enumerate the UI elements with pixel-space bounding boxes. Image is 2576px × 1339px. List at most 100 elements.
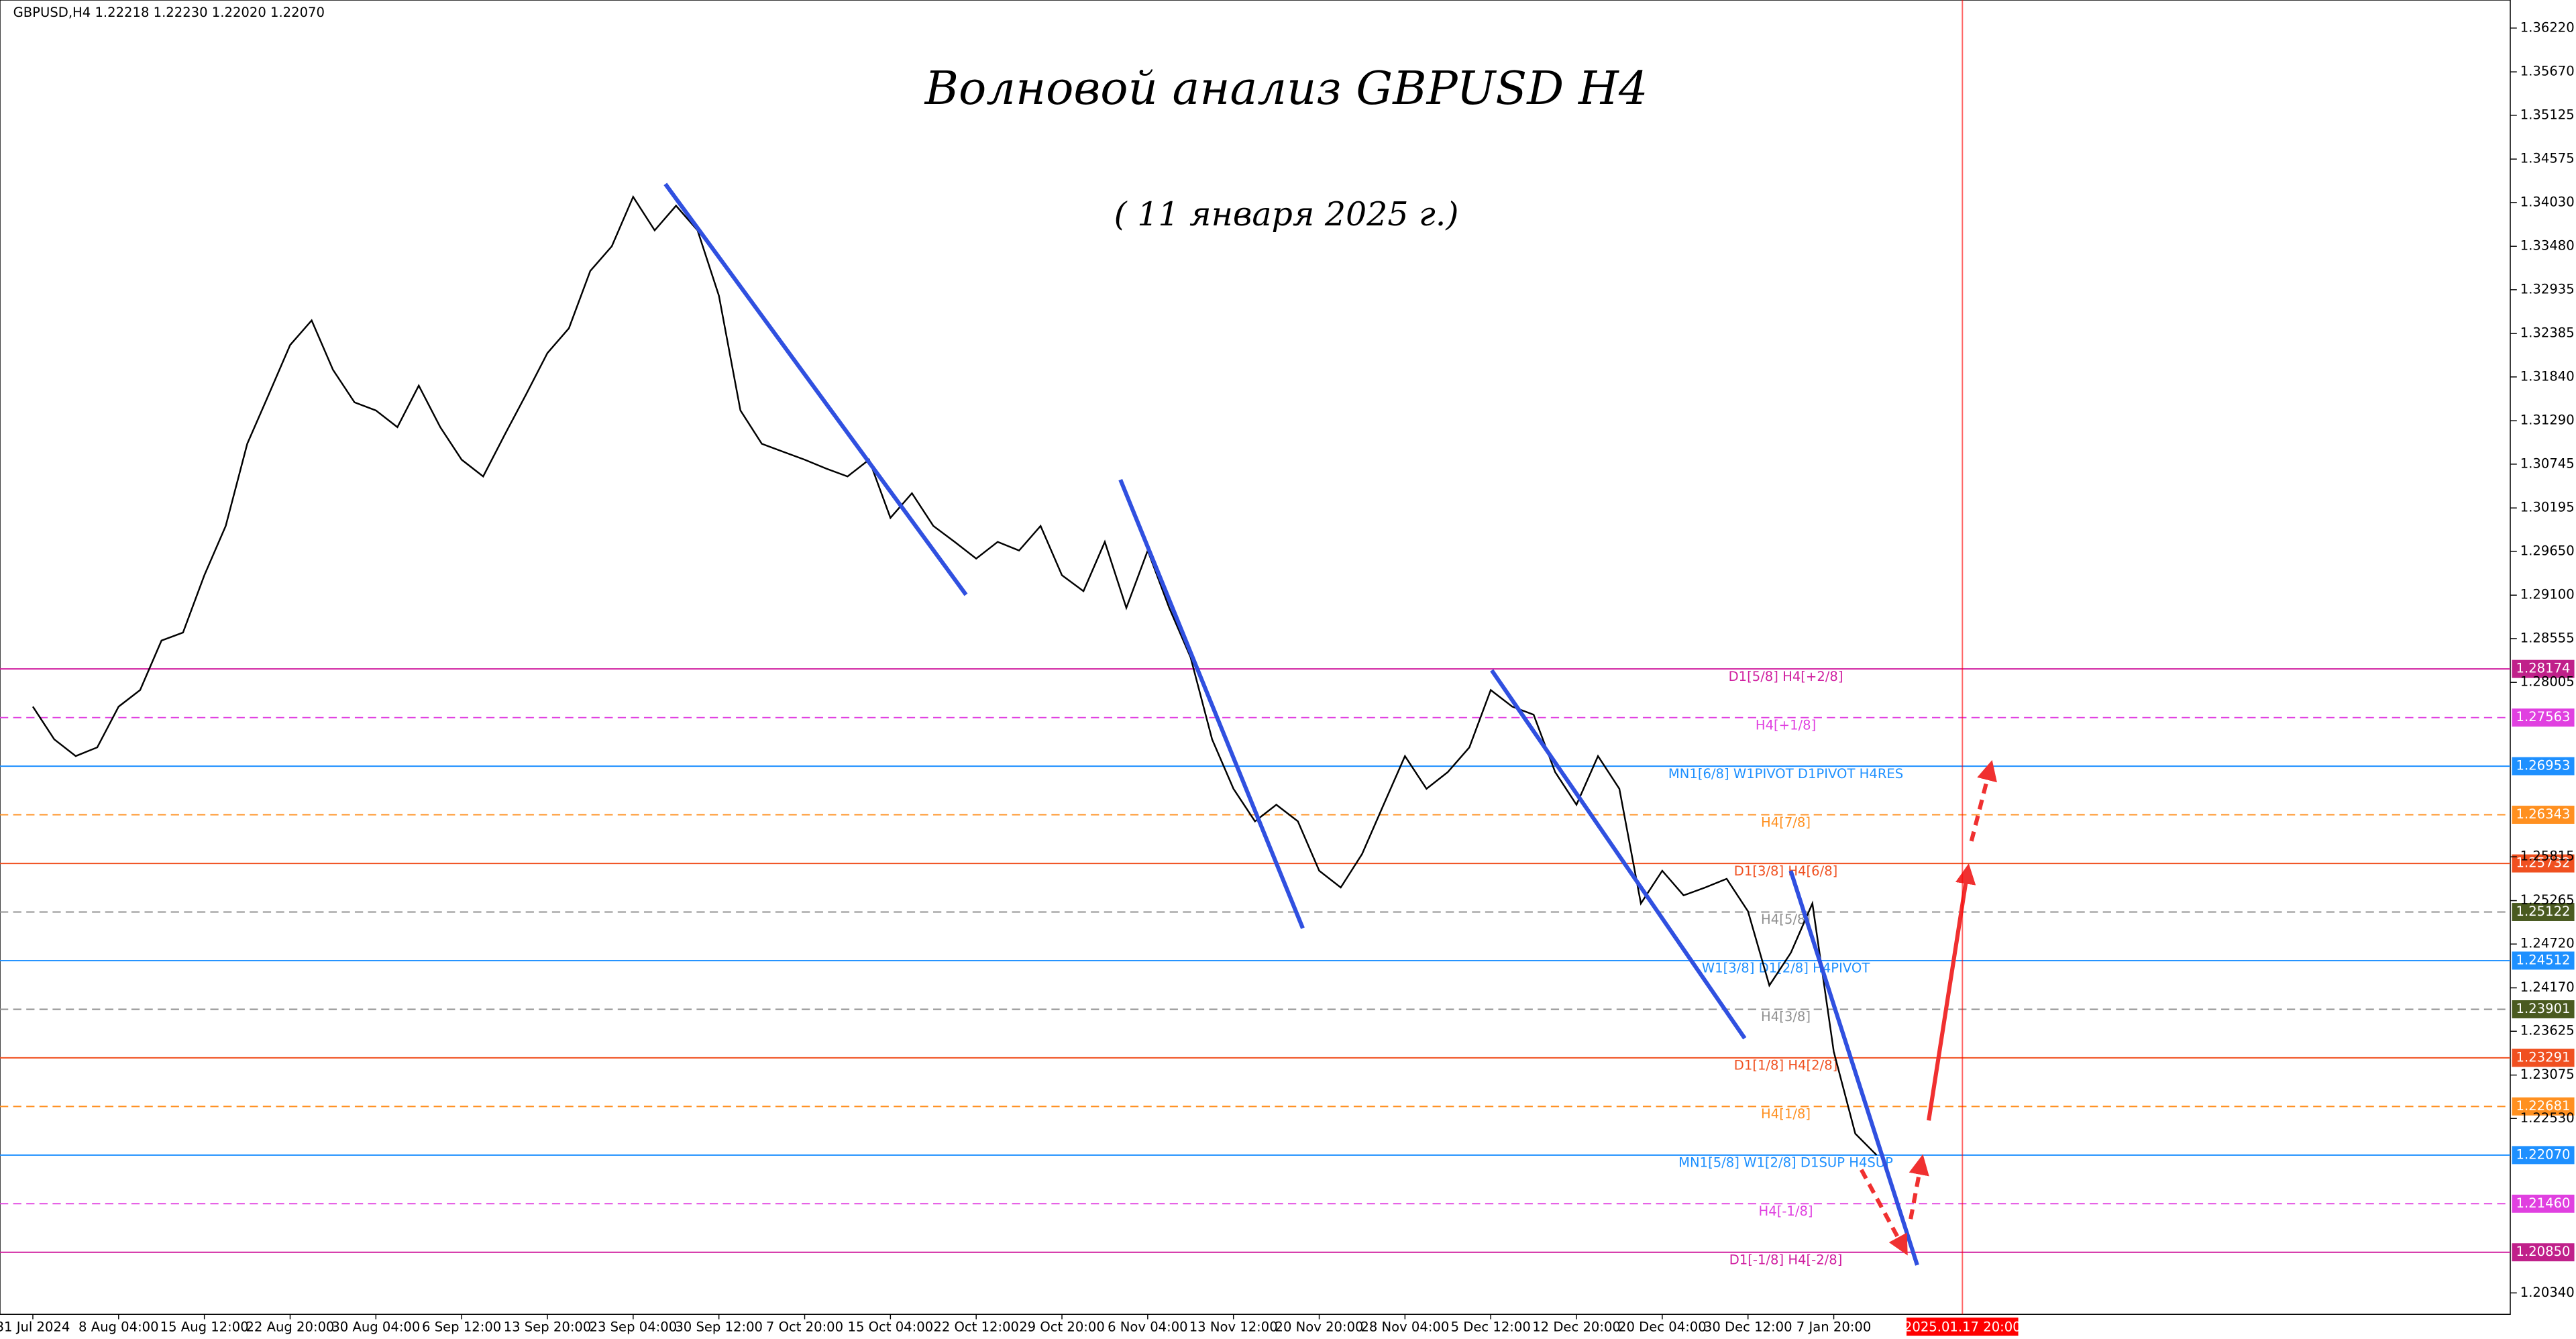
level-label: H4[1/8] bbox=[1761, 1106, 1811, 1122]
y-tick-label: 1.34030 bbox=[2520, 194, 2575, 209]
price-tag-label: 1.26343 bbox=[2516, 806, 2571, 822]
price-tag bbox=[2512, 903, 2575, 921]
y-tick-label: 1.28005 bbox=[2520, 674, 2575, 690]
level-label: MN1[6/8] W1PIVOT D1PIVOT H4RES bbox=[1668, 766, 1903, 782]
x-tick-label: 22 Aug 20:00 bbox=[246, 1319, 334, 1334]
trend-line bbox=[1118, 478, 1305, 929]
x-tick-label: 30 Sep 12:00 bbox=[675, 1319, 763, 1334]
y-tick-label: 1.33480 bbox=[2520, 238, 2575, 254]
level-label: H4[-1/8] bbox=[1759, 1203, 1813, 1219]
x-tick-label: 30 Dec 12:00 bbox=[1704, 1319, 1792, 1334]
level-label: W1[3/8] D1[2/8] H4PIVOT bbox=[1702, 961, 1871, 976]
level-label: MN1[5/8] W1[2/8] D1SUP H4SUP bbox=[1678, 1155, 1893, 1171]
y-tick-label: 1.25815 bbox=[2520, 849, 2575, 864]
y-tick-label: 1.31840 bbox=[2520, 368, 2575, 384]
y-tick-label: 1.23625 bbox=[2520, 1023, 2575, 1038]
y-tick-label: 1.25265 bbox=[2520, 892, 2575, 908]
y-tick-label: 1.30745 bbox=[2520, 456, 2575, 471]
x-tick-label: 8 Aug 04:00 bbox=[78, 1319, 159, 1334]
chart-title: Волновой анализ GBPUSD H4 bbox=[924, 62, 1648, 115]
price-tag-label: 1.21460 bbox=[2516, 1195, 2571, 1211]
x-tick-label: 2025.01.17 20:00 bbox=[1904, 1319, 2021, 1334]
x-tick-label: 23 Sep 04:00 bbox=[589, 1319, 677, 1334]
x-tick-label: 15 Aug 12:00 bbox=[160, 1319, 249, 1334]
y-tick-label: 1.22530 bbox=[2520, 1110, 2575, 1126]
x-tick-label: 20 Dec 04:00 bbox=[1618, 1319, 1707, 1334]
plot-area bbox=[0, 0, 2511, 1315]
x-tick-label: 28 Nov 04:00 bbox=[1360, 1319, 1449, 1334]
y-tick-label: 1.35125 bbox=[2520, 107, 2575, 122]
x-tick-label: 30 Aug 04:00 bbox=[331, 1319, 420, 1334]
price-tag-label: 1.27563 bbox=[2516, 709, 2571, 725]
x-tick-label: 29 Oct 20:00 bbox=[1019, 1319, 1105, 1334]
annotations bbox=[663, 182, 1997, 1266]
y-tick-label: 1.32385 bbox=[2520, 325, 2575, 341]
y-tick-label: 1.30195 bbox=[2520, 500, 2575, 515]
price-tag bbox=[2512, 1243, 2575, 1262]
symbol-header: GBPUSD,H4 1.22218 1.22230 1.22020 1.2207… bbox=[13, 5, 325, 20]
trend-line bbox=[663, 182, 968, 596]
price-tag-label: 1.20850 bbox=[2516, 1244, 2571, 1259]
price-line bbox=[32, 195, 1878, 1156]
wave-arrow bbox=[1969, 759, 1997, 842]
price-tag bbox=[2512, 806, 2575, 824]
x-tick-label: 5 Dec 12:00 bbox=[1451, 1319, 1531, 1334]
price-tag-label: 1.24512 bbox=[2516, 952, 2571, 967]
cursor-tag bbox=[1907, 1318, 2019, 1336]
price-tag bbox=[2512, 1049, 2575, 1067]
x-tick-label: 7 Jan 20:00 bbox=[1796, 1319, 1872, 1334]
y-tick-label: 1.24720 bbox=[2520, 936, 2575, 951]
y-tick-label: 1.24170 bbox=[2520, 979, 2575, 995]
y-tick-label: 1.29650 bbox=[2520, 543, 2575, 558]
y-tick-label: 1.35670 bbox=[2520, 64, 2575, 79]
x-tick-label: 6 Sep 12:00 bbox=[422, 1319, 501, 1334]
y-tick-label: 1.28555 bbox=[2520, 630, 2575, 645]
x-tick-label: 20 Nov 20:00 bbox=[1275, 1319, 1364, 1334]
price-tag-label: 1.22070 bbox=[2516, 1146, 2571, 1162]
level-label: H4[3/8] bbox=[1761, 1009, 1811, 1024]
chart-subtitle: ( 11 января 2025 г.) bbox=[1114, 195, 1459, 233]
price-tag-label: 1.25122 bbox=[2516, 904, 2571, 919]
price-tag bbox=[2512, 708, 2575, 727]
price-tag bbox=[2512, 757, 2575, 775]
price bbox=[32, 195, 1878, 1156]
price-tag-label: 1.22681 bbox=[2516, 1098, 2571, 1114]
level-label: D1[3/8] H4[6/8] bbox=[1734, 863, 1838, 879]
x-tick-label: 12 Dec 20:00 bbox=[1532, 1319, 1621, 1334]
x-tick-label: 7 Oct 20:00 bbox=[766, 1319, 843, 1334]
price-tag-label: 1.26953 bbox=[2516, 758, 2571, 773]
y-tick-label: 1.23075 bbox=[2520, 1067, 2575, 1082]
x-tick-label: 15 Oct 04:00 bbox=[848, 1319, 934, 1334]
level-label: D1[1/8] H4[2/8] bbox=[1734, 1058, 1838, 1073]
level-label: H4[7/8] bbox=[1761, 814, 1811, 830]
y-tick-label: 1.20340 bbox=[2520, 1285, 2575, 1300]
price-tag bbox=[2512, 1000, 2575, 1018]
wave-arrow bbox=[1927, 863, 1976, 1121]
y-tick-label: 1.29100 bbox=[2520, 587, 2575, 602]
trend-line bbox=[1490, 669, 1747, 1040]
price-tag bbox=[2512, 854, 2575, 873]
trend-line bbox=[1788, 870, 1919, 1266]
price-tag bbox=[2512, 951, 2575, 970]
y-tick-label: 1.31290 bbox=[2520, 413, 2575, 428]
price-tag bbox=[2512, 1097, 2575, 1116]
x-tick-label: 22 Oct 12:00 bbox=[933, 1319, 1019, 1334]
level-label: D1[5/8] H4[+2/8] bbox=[1729, 669, 1843, 684]
level-label: H4[5/8] bbox=[1761, 912, 1811, 927]
x-tick-label: 13 Nov 12:00 bbox=[1189, 1319, 1278, 1334]
price-tag bbox=[2512, 659, 2575, 678]
level-label: H4[+1/8] bbox=[1756, 717, 1816, 733]
x-tick-label: 6 Nov 04:00 bbox=[1108, 1319, 1188, 1334]
price-tag-label: 1.25732 bbox=[2516, 855, 2571, 871]
level-label: D1[-1/8] H4[-2/8] bbox=[1729, 1252, 1843, 1267]
x-tick-label: 13 Sep 20:00 bbox=[504, 1319, 592, 1334]
price-tag-label: 1.23901 bbox=[2516, 1001, 2571, 1016]
y-tick-label: 1.34575 bbox=[2520, 151, 2575, 166]
price-tag-label: 1.28174 bbox=[2516, 661, 2571, 676]
price-tag bbox=[2512, 1146, 2575, 1165]
wave-arrow bbox=[1909, 1154, 1929, 1220]
y-tick-label: 1.32935 bbox=[2520, 281, 2575, 297]
